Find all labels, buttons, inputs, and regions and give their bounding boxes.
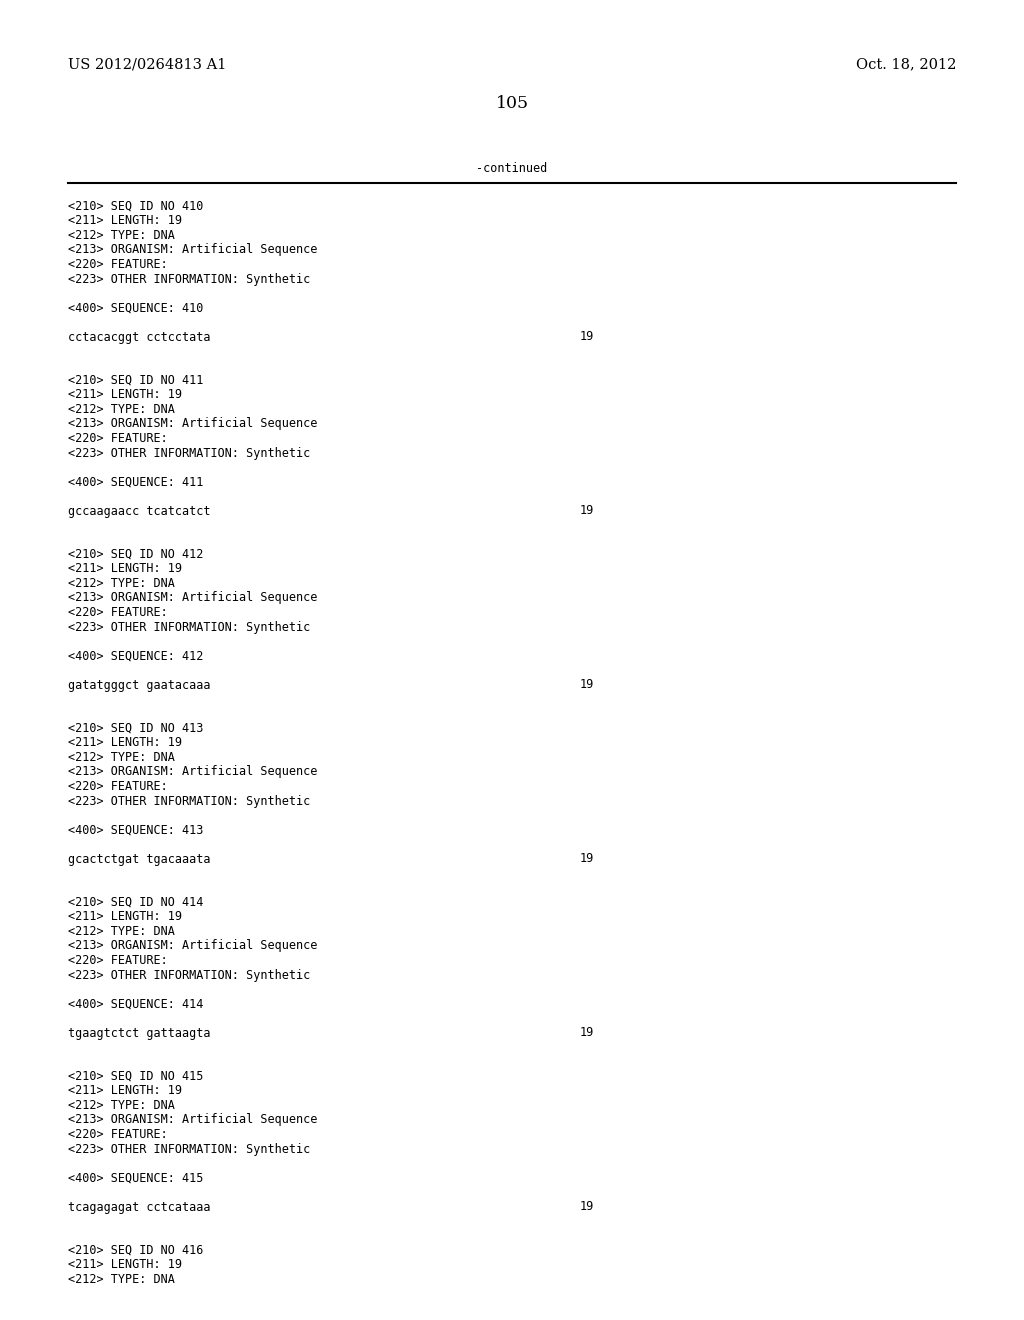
Text: <212> TYPE: DNA: <212> TYPE: DNA [68, 403, 175, 416]
Text: gccaagaacc tcatcatct: gccaagaacc tcatcatct [68, 504, 211, 517]
Text: <212> TYPE: DNA: <212> TYPE: DNA [68, 1272, 175, 1286]
Text: tcagagagat cctcataaa: tcagagagat cctcataaa [68, 1200, 211, 1213]
Text: <211> LENGTH: 19: <211> LENGTH: 19 [68, 911, 182, 924]
Text: <210> SEQ ID NO 415: <210> SEQ ID NO 415 [68, 1071, 204, 1082]
Text: <210> SEQ ID NO 414: <210> SEQ ID NO 414 [68, 896, 204, 909]
Text: <210> SEQ ID NO 413: <210> SEQ ID NO 413 [68, 722, 204, 735]
Text: <211> LENGTH: 19: <211> LENGTH: 19 [68, 1085, 182, 1097]
Text: 19: 19 [580, 1200, 594, 1213]
Text: 19: 19 [580, 504, 594, 517]
Text: <223> OTHER INFORMATION: Synthetic: <223> OTHER INFORMATION: Synthetic [68, 795, 310, 808]
Text: <220> FEATURE:: <220> FEATURE: [68, 606, 168, 619]
Text: <213> ORGANISM: Artificial Sequence: <213> ORGANISM: Artificial Sequence [68, 940, 317, 953]
Text: US 2012/0264813 A1: US 2012/0264813 A1 [68, 57, 226, 71]
Text: <212> TYPE: DNA: <212> TYPE: DNA [68, 925, 175, 939]
Text: 19: 19 [580, 1027, 594, 1040]
Text: <213> ORGANISM: Artificial Sequence: <213> ORGANISM: Artificial Sequence [68, 243, 317, 256]
Text: 19: 19 [580, 853, 594, 866]
Text: <220> FEATURE:: <220> FEATURE: [68, 1129, 168, 1140]
Text: <213> ORGANISM: Artificial Sequence: <213> ORGANISM: Artificial Sequence [68, 766, 317, 779]
Text: <213> ORGANISM: Artificial Sequence: <213> ORGANISM: Artificial Sequence [68, 591, 317, 605]
Text: <400> SEQUENCE: 410: <400> SEQUENCE: 410 [68, 301, 204, 314]
Text: <211> LENGTH: 19: <211> LENGTH: 19 [68, 214, 182, 227]
Text: 19: 19 [580, 678, 594, 692]
Text: <220> FEATURE:: <220> FEATURE: [68, 954, 168, 968]
Text: Oct. 18, 2012: Oct. 18, 2012 [856, 57, 956, 71]
Text: 105: 105 [496, 95, 528, 112]
Text: <400> SEQUENCE: 414: <400> SEQUENCE: 414 [68, 998, 204, 1011]
Text: <213> ORGANISM: Artificial Sequence: <213> ORGANISM: Artificial Sequence [68, 417, 317, 430]
Text: <213> ORGANISM: Artificial Sequence: <213> ORGANISM: Artificial Sequence [68, 1114, 317, 1126]
Text: <210> SEQ ID NO 410: <210> SEQ ID NO 410 [68, 201, 204, 213]
Text: <223> OTHER INFORMATION: Synthetic: <223> OTHER INFORMATION: Synthetic [68, 620, 310, 634]
Text: gcactctgat tgacaaata: gcactctgat tgacaaata [68, 853, 211, 866]
Text: <212> TYPE: DNA: <212> TYPE: DNA [68, 751, 175, 764]
Text: <220> FEATURE:: <220> FEATURE: [68, 432, 168, 445]
Text: <212> TYPE: DNA: <212> TYPE: DNA [68, 577, 175, 590]
Text: <212> TYPE: DNA: <212> TYPE: DNA [68, 1100, 175, 1111]
Text: <223> OTHER INFORMATION: Synthetic: <223> OTHER INFORMATION: Synthetic [68, 969, 310, 982]
Text: gatatgggct gaatacaaa: gatatgggct gaatacaaa [68, 678, 211, 692]
Text: <210> SEQ ID NO 411: <210> SEQ ID NO 411 [68, 374, 204, 387]
Text: <210> SEQ ID NO 412: <210> SEQ ID NO 412 [68, 548, 204, 561]
Text: <210> SEQ ID NO 416: <210> SEQ ID NO 416 [68, 1243, 204, 1257]
Text: cctacacggt cctcctata: cctacacggt cctcctata [68, 330, 211, 343]
Text: <220> FEATURE:: <220> FEATURE: [68, 257, 168, 271]
Text: <400> SEQUENCE: 411: <400> SEQUENCE: 411 [68, 475, 204, 488]
Text: tgaagtctct gattaagta: tgaagtctct gattaagta [68, 1027, 211, 1040]
Text: 19: 19 [580, 330, 594, 343]
Text: <211> LENGTH: 19: <211> LENGTH: 19 [68, 562, 182, 576]
Text: <400> SEQUENCE: 412: <400> SEQUENCE: 412 [68, 649, 204, 663]
Text: <400> SEQUENCE: 415: <400> SEQUENCE: 415 [68, 1172, 204, 1184]
Text: <223> OTHER INFORMATION: Synthetic: <223> OTHER INFORMATION: Synthetic [68, 1143, 310, 1155]
Text: <211> LENGTH: 19: <211> LENGTH: 19 [68, 737, 182, 750]
Text: <220> FEATURE:: <220> FEATURE: [68, 780, 168, 793]
Text: <212> TYPE: DNA: <212> TYPE: DNA [68, 228, 175, 242]
Text: <211> LENGTH: 19: <211> LENGTH: 19 [68, 388, 182, 401]
Text: <223> OTHER INFORMATION: Synthetic: <223> OTHER INFORMATION: Synthetic [68, 446, 310, 459]
Text: <223> OTHER INFORMATION: Synthetic: <223> OTHER INFORMATION: Synthetic [68, 272, 310, 285]
Text: -continued: -continued [476, 162, 548, 176]
Text: <211> LENGTH: 19: <211> LENGTH: 19 [68, 1258, 182, 1271]
Text: <400> SEQUENCE: 413: <400> SEQUENCE: 413 [68, 824, 204, 837]
